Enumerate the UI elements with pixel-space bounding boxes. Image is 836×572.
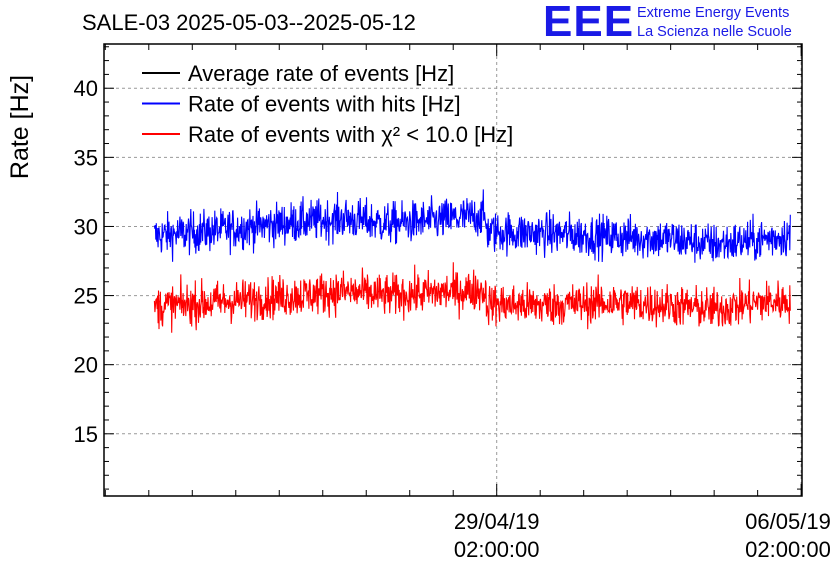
x-tick-label-time: 02:00:00 [745,537,831,562]
eee-logo: EEE Extreme Energy Events La Scienza nel… [543,0,792,46]
legend-label-0: Average rate of events [Hz] [188,61,454,86]
series-lines [153,189,791,333]
chart-title: SALE-03 2025-05-03--2025-05-12 [82,10,416,35]
y-tick-label: 20 [74,353,98,378]
y-tick-label: 35 [74,145,98,170]
eee-logo-mark: EEE [543,0,635,46]
y-tick-label: 30 [74,214,98,239]
legend-label-1: Rate of events with hits [Hz] [188,92,461,117]
axis-ticks [104,44,802,496]
eee-logo-line2: La Scienza nelle Scuole [637,24,792,40]
y-axis-title: Rate [Hz] [6,75,34,179]
x-tick-label-date: 29/04/19 [454,509,540,534]
eee-logo-text: Extreme Energy Events La Scienza nelle S… [637,4,792,42]
series-line-1 [153,189,791,263]
eee-logo-line1: Extreme Energy Events [637,5,790,21]
legend-label-2: Rate of events with χ² < 10.0 [Hz] [188,122,513,147]
series-line-2 [153,262,791,333]
y-tick-label: 40 [74,76,98,101]
y-tick-label: 15 [74,422,98,447]
axis-labels: 15 20 25 30 35 40 29/04/19 02:00:00 06/05/19 02:0… [6,75,831,562]
x-tick-label-date: 06/05/19 [745,509,831,534]
legend: Average rate of events [Hz] Rate of event… [142,61,513,147]
x-tick-label-time: 02:00:00 [454,537,540,562]
y-tick-label: 25 [74,284,98,309]
